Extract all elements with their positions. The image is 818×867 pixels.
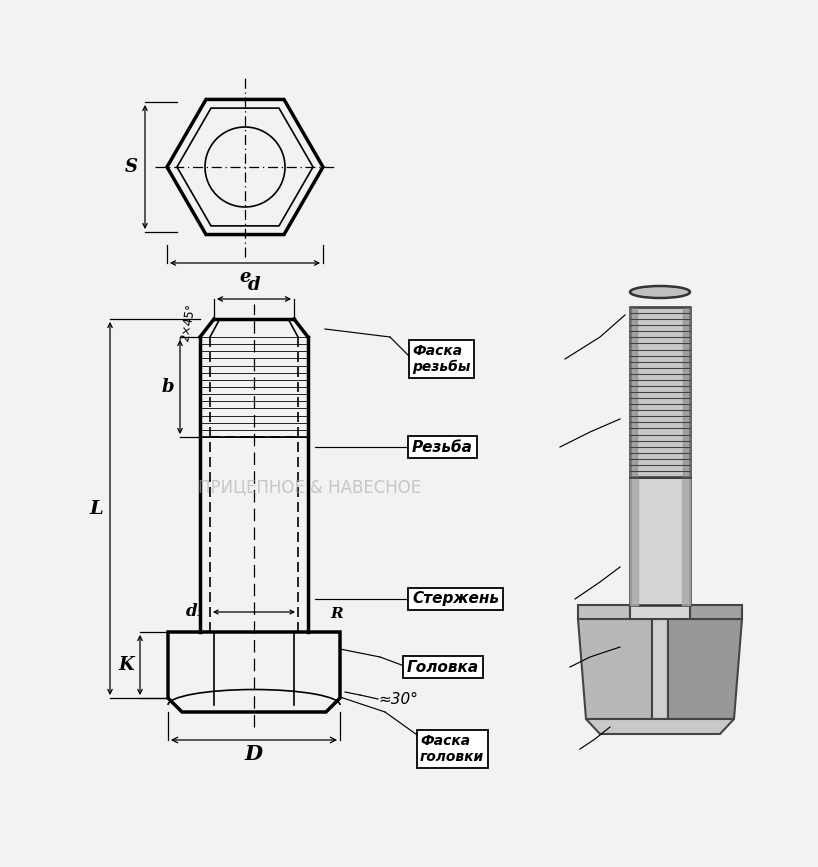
Text: d₁: d₁ [187, 603, 205, 621]
Bar [630, 477, 690, 605]
Polygon shape [668, 619, 742, 719]
Polygon shape [652, 619, 668, 719]
Text: e: e [239, 268, 251, 286]
Text: K: K [119, 656, 134, 674]
Text: Резьба: Резьба [412, 440, 473, 454]
Text: ≈30°: ≈30° [378, 692, 418, 707]
Polygon shape [690, 605, 742, 619]
Text: Фаска
головки: Фаска головки [420, 733, 484, 764]
Text: S: S [125, 158, 138, 176]
Text: L: L [89, 499, 103, 518]
Polygon shape [578, 619, 652, 719]
Text: D: D [245, 744, 263, 764]
Ellipse shape [630, 286, 690, 298]
Text: Стержень: Стержень [412, 591, 499, 607]
Text: 2×45°: 2×45° [178, 303, 198, 343]
Text: R: R [330, 607, 343, 621]
Polygon shape [630, 605, 690, 619]
Polygon shape [578, 605, 630, 619]
Text: ПРИЦЕПНОЕ & НАВЕСНОЕ: ПРИЦЕПНОЕ & НАВЕСНОЕ [199, 478, 421, 496]
Text: Головка: Головка [407, 660, 479, 675]
Bar [630, 307, 690, 477]
Text: Фаска
резьбы: Фаска резьбы [412, 343, 470, 375]
Text: b: b [161, 378, 174, 396]
Text: d: d [248, 276, 260, 294]
Polygon shape [586, 719, 734, 734]
